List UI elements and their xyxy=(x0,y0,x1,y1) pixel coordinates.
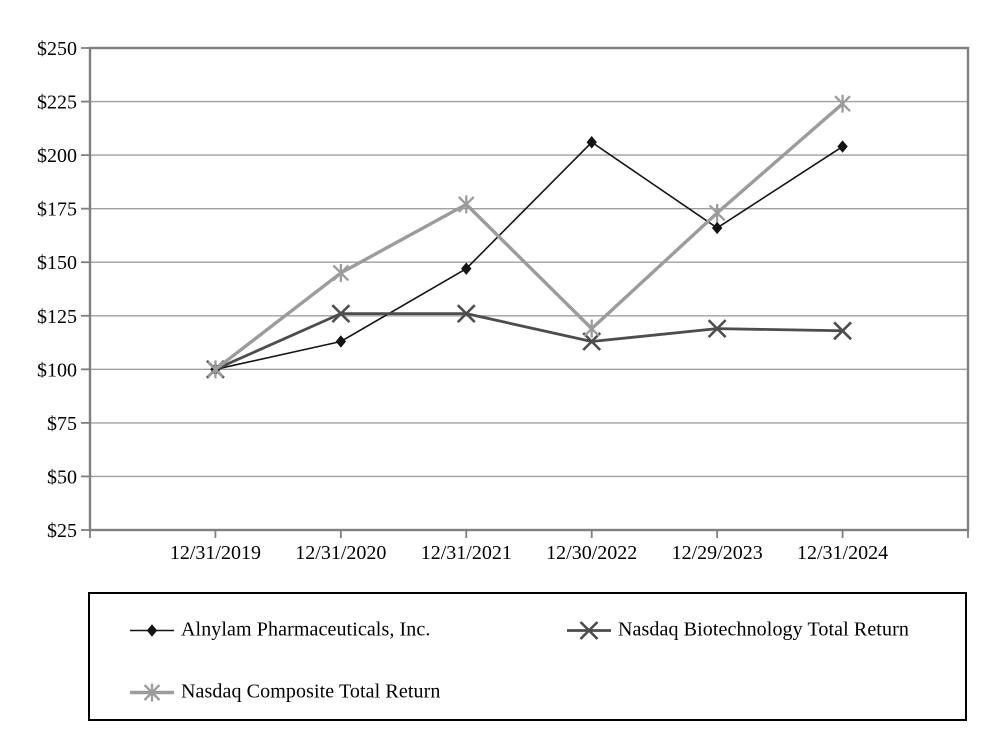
x-marker-icon xyxy=(567,620,611,640)
plot-border xyxy=(88,46,970,532)
x-marker-icon xyxy=(833,321,852,341)
diamond-marker-icon xyxy=(146,623,158,637)
diamond-marker-icon xyxy=(586,136,597,149)
legend-item-alnylam: Alnylam Pharmaceuticals, Inc. xyxy=(129,619,430,642)
y-axis-label: $250 xyxy=(37,38,77,60)
diamond-marker-icon xyxy=(837,140,848,153)
diamond-marker-icon xyxy=(461,262,472,275)
legend-item-nasdaq-composite: Nasdaq Composite Total Return xyxy=(129,681,440,704)
y-axis-label: $225 xyxy=(37,92,77,114)
x-marker-icon xyxy=(579,620,599,640)
y-axis-label: $150 xyxy=(37,252,77,274)
diamond-marker-icon xyxy=(130,623,174,637)
y-axis-label: $175 xyxy=(37,199,77,221)
y-axis-label: $100 xyxy=(37,359,77,381)
stock-performance-chart: $25 $50 $75 $100 $125 $150 $175 $200 $225 $250 12/… xyxy=(37,38,970,564)
diamond-marker-icon xyxy=(711,221,723,235)
x-marker-icon xyxy=(331,304,351,324)
series-line-1 xyxy=(214,312,843,371)
x-axis-label: 12/30/2022 xyxy=(546,542,637,564)
x-axis-label: 12/31/2024 xyxy=(797,542,888,564)
x-axis-label: 12/31/2021 xyxy=(421,542,512,564)
legend-label-nasdaq-biotechnology: Nasdaq Biotechnology Total Return xyxy=(618,618,909,641)
x-marker-icon xyxy=(456,304,476,324)
y-axis-label: $50 xyxy=(47,466,77,488)
legend-label-alnylam: Alnylam Pharmaceuticals, Inc. xyxy=(181,618,431,641)
y-axis-label: $125 xyxy=(37,306,77,328)
diamond-marker-icon xyxy=(335,335,347,348)
x-axis-label: 12/31/2019 xyxy=(170,542,261,564)
y-axis-label: $25 xyxy=(47,520,77,542)
series-line-2 xyxy=(214,102,844,371)
series-line-0 xyxy=(215,141,844,371)
legend-item-nasdaq-biotechnology: Nasdaq Biotechnology Total Return xyxy=(566,619,909,642)
chart-legend: Alnylam Pharmaceuticals, Inc. Nasdaq Bio… xyxy=(88,592,967,721)
x-axis-label: 12/31/2020 xyxy=(295,542,386,564)
y-axis-label: $200 xyxy=(37,145,77,167)
y-axis-label: $75 xyxy=(47,413,77,435)
x-marker-icon xyxy=(707,319,727,339)
legend-label-nasdaq-composite: Nasdaq Composite Total Return xyxy=(181,680,441,703)
x-axis-label: 12/29/2023 xyxy=(672,542,763,564)
asterisk-marker-icon xyxy=(130,683,174,701)
